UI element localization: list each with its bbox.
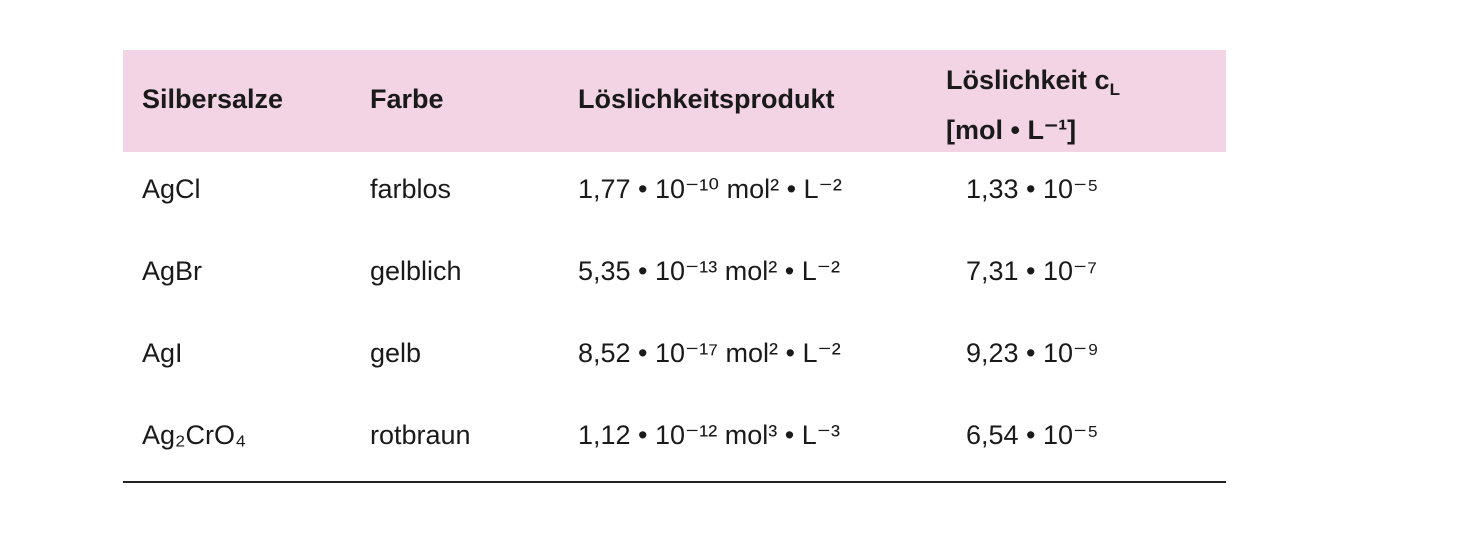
bottom-rule <box>123 481 1226 483</box>
cell-ksp: 1,12 • 10⁻¹² mol³ • L⁻³ <box>578 420 840 450</box>
cell-color: farblos <box>370 174 452 204</box>
header-solubility: Löslichkeit cL [mol • L⁻¹] <box>946 60 1120 150</box>
table-header: Silbersalze Farbe Löslichkeitsprodukt Lö… <box>123 50 1226 152</box>
cell-color: gelb <box>370 338 422 368</box>
cell-salt: AgCl <box>142 174 201 204</box>
cell-salt: Ag₂CrO₄ <box>142 420 247 450</box>
cell-solubility: 6,54 • 10⁻⁵ <box>966 420 1099 450</box>
cell-color: rotbraun <box>370 420 471 450</box>
cell-ksp: 8,52 • 10⁻¹⁷ mol² • L⁻² <box>578 338 841 368</box>
header-color: Farbe <box>370 84 444 114</box>
header-solubility-unit: [mol • L⁻¹] <box>946 115 1077 145</box>
cell-solubility: 1,33 • 10⁻⁵ <box>966 174 1099 204</box>
cell-color: gelblich <box>370 256 462 286</box>
header-solubility-sub: L <box>1109 80 1120 99</box>
table-row: AgCl farblos 1,77 • 10⁻¹⁰ mol² • L⁻² 1,33 •… <box>123 152 1226 234</box>
cell-salt: AgI <box>142 338 183 368</box>
cell-solubility: 7,31 • 10⁻⁷ <box>966 256 1098 286</box>
cell-ksp: 5,35 • 10⁻¹³ mol² • L⁻² <box>578 256 840 286</box>
silver-salts-table: Silbersalze Farbe Löslichkeitsprodukt Lö… <box>123 50 1226 483</box>
cell-solubility: 9,23 • 10⁻⁹ <box>966 338 1099 368</box>
table-row: AgI gelb 8,52 • 10⁻¹⁷ mol² • L⁻² 9,23 • 10⁻… <box>123 316 1226 398</box>
header-ksp: Löslichkeitsprodukt <box>578 84 835 114</box>
header-salt: Silbersalze <box>142 84 284 114</box>
header-solubility-label: Löslichkeit c <box>946 65 1110 95</box>
cell-ksp: 1,77 • 10⁻¹⁰ mol² • L⁻² <box>578 174 842 204</box>
table-row: AgBr gelblich 5,35 • 10⁻¹³ mol² • L⁻² 7,31 … <box>123 234 1226 316</box>
cell-salt: AgBr <box>142 256 203 286</box>
table-row: Ag₂CrO₄ rotbraun 1,12 • 10⁻¹² mol³ • L⁻³ 6,… <box>123 398 1226 480</box>
